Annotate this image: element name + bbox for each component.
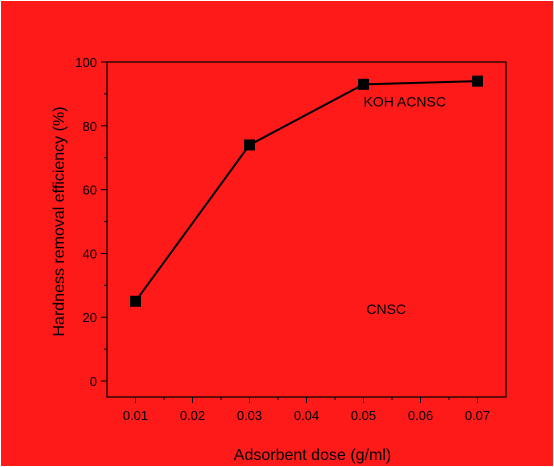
y-tick-label: 80	[83, 119, 97, 134]
plot-area: 0.01 0.02 0.03 0.04 0.05 0.06 0.07 0 20 40 60 80 100…	[51, 55, 507, 464]
data-point	[358, 78, 369, 90]
x-tick-label: 0.03	[237, 408, 262, 423]
x-tick-label: 0.02	[180, 408, 205, 423]
series-annotation: CNSC	[366, 301, 406, 317]
series-line	[134, 80, 478, 302]
x-tick-label: 0.07	[465, 408, 490, 423]
x-tick-label: 0.04	[294, 408, 319, 423]
data-point	[244, 139, 255, 151]
x-tick-label: 0.05	[351, 408, 376, 423]
series-annotation: KOH ACNSC	[364, 94, 446, 110]
x-axis-title: Adsorbent dose (g/ml)	[234, 447, 391, 464]
data-point	[130, 295, 141, 307]
x-tick-label: 0.01	[123, 408, 148, 423]
y-tick-label: 40	[83, 246, 97, 261]
y-axis-title: Hardness removal efficiency (%)	[51, 106, 68, 336]
x-tick-label: 0.06	[408, 408, 433, 423]
y-tick-label: 20	[83, 310, 97, 325]
y-tick-label: 100	[75, 55, 97, 70]
y-tick-label: 0	[90, 374, 97, 389]
data-point	[472, 75, 483, 87]
y-tick-label: 60	[83, 183, 97, 198]
